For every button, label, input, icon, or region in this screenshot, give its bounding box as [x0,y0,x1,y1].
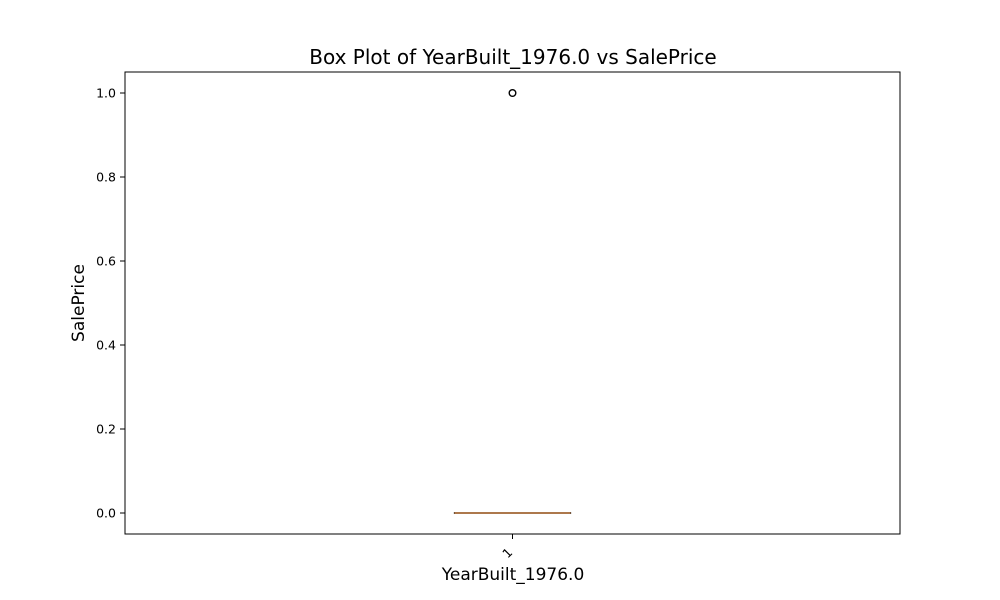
y-tick-label: 0.0 [96,506,116,521]
y-tick-label: 0.4 [96,338,116,353]
x-axis-label: YearBuilt_1976.0 [441,565,585,585]
box-series [453,88,572,514]
plot-area-frame [124,71,901,535]
x-axis: 1 [499,534,515,561]
y-axis: 0.0 0.2 0.4 0.6 0.8 1.0 [96,86,125,521]
x-tick-label: 1 [499,545,515,561]
y-tick-label: 0.6 [96,254,116,269]
y-tick-label: 0.2 [96,422,116,437]
y-axis-label: SalePrice [69,264,89,342]
box-group [453,88,572,514]
chart-title: Box Plot of YearBuilt_1976.0 vs SalePric… [309,45,716,69]
outlier-point [508,88,517,97]
y-tick-label: 1.0 [96,86,116,101]
y-tick-label: 0.8 [96,170,116,185]
